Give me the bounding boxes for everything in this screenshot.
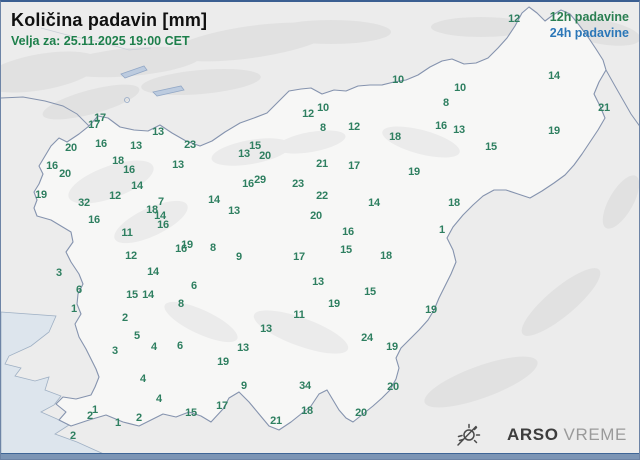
duration-switcher: 12h padavine 24h padavine [550,9,629,41]
page-title: Količina padavin [mm] [11,10,208,30]
link-12h-padavine[interactable]: 12h padavine [549,10,629,24]
map-header: Količina padavin [mm] Velja za: 25.11.20… [11,10,207,48]
inner-terrain-shading [68,126,460,354]
bottom-bar [1,453,639,459]
arso-vreme-logo[interactable]: ARSO VREME [455,422,627,448]
logo-brand-text: ARSO [507,425,559,444]
link-24h-padavine[interactable]: 24h padavine [549,26,629,40]
lakes [40,27,185,103]
logo-product-text: VREME [563,425,627,444]
sun-icon [457,423,481,446]
terrain-shading [1,17,639,408]
neighbour-borders [1,69,639,127]
country-border-slovenia [33,6,607,431]
validity-timestamp: Velja za: 25.11.2025 19:00 CET [11,34,190,48]
